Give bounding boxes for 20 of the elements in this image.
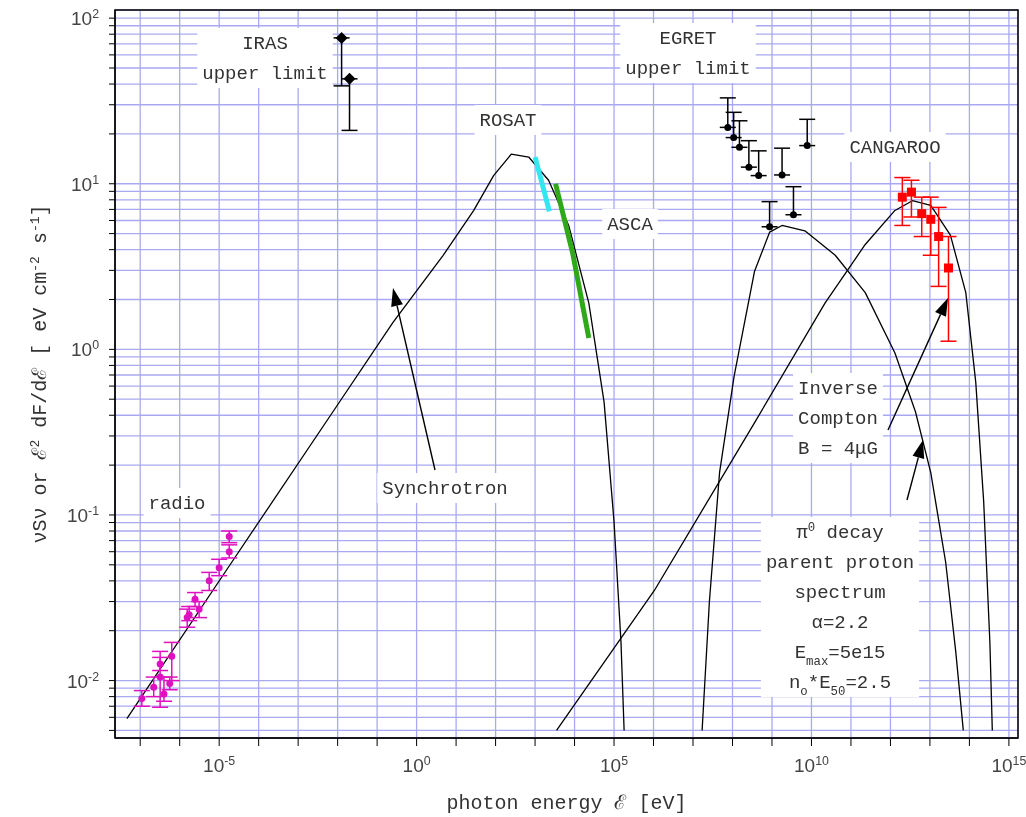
annotation: ROSAT xyxy=(479,110,537,132)
annotation: IRAS upper limit xyxy=(202,33,328,85)
x-tick-label: 10$^{10}$ xyxy=(794,754,830,776)
x-tick-label: 10$^{0}$ xyxy=(402,754,431,776)
y-tick-label: 10$^{-1}$ xyxy=(66,503,100,526)
y-tick-label: 10$^{2}$ xyxy=(70,7,100,30)
y-tick-label: 10$^{-2}$ xyxy=(66,669,100,692)
annotation: ASCA xyxy=(607,214,654,236)
x-tick-label: 10$^{15}$ xyxy=(991,754,1026,776)
annotation: radio xyxy=(148,493,206,515)
x-tick-label: 10$^{-5}$ xyxy=(203,754,236,776)
annotation: EGRET upper limit xyxy=(625,28,751,80)
annotation: CANGAROO xyxy=(849,137,941,159)
text: π$^{0}$ decay parent proton spectrum α=2.2 E$_{max}$=5e15 n$_{o}$*E$_{50}$=2.5 xyxy=(765,521,915,699)
y-tick-label: 10$^{0}$ xyxy=(70,338,100,361)
annotation: Inverse Compton B = 4μG xyxy=(798,378,878,460)
x-tick-label: 10$^{5}$ xyxy=(600,754,629,776)
annotation: Synchrotron xyxy=(382,478,508,500)
x-axis-title: photon energy ℰ [eV] xyxy=(446,792,687,815)
y-tick-label: 10$^{1}$ xyxy=(70,172,100,195)
